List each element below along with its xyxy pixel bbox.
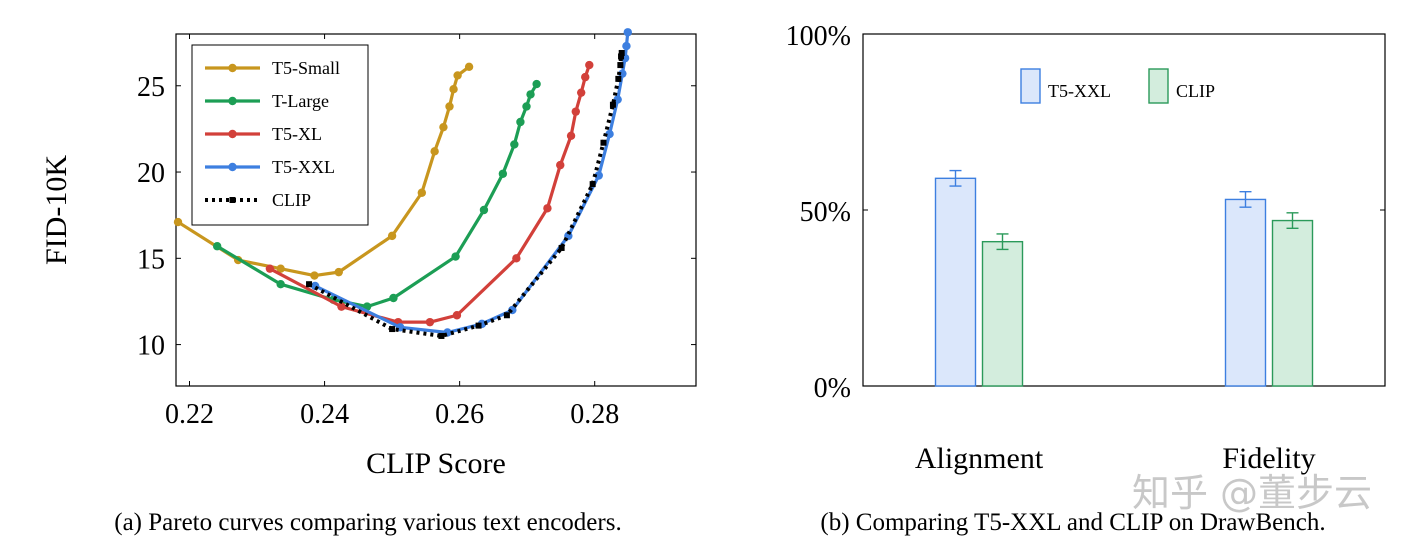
legend-label-t-large: T-Large <box>272 91 329 111</box>
pareto-y-tick-label: 15 <box>137 244 165 275</box>
pareto-point-t5-xl <box>543 204 552 213</box>
pareto-point-clip <box>503 312 510 319</box>
drawbench-category-label: Fidelity <box>1222 442 1315 475</box>
pareto-point-clip <box>558 244 565 251</box>
pareto-point-t-large <box>498 169 508 178</box>
legend-marker-t5-xl <box>228 129 237 139</box>
pareto-point-t5-small <box>276 264 285 273</box>
pareto-point-t5-small <box>453 71 462 80</box>
pareto-point-t5-xxl <box>622 41 631 51</box>
bar-t5-xxl-alignment <box>934 177 977 387</box>
drawbench-chart: 0% 50% 100% Alignment Fidelity T5-XXL CLIP <box>786 21 1386 475</box>
pareto-point-clip <box>438 332 445 339</box>
pareto-point-t5-xxl <box>623 28 632 37</box>
pareto-point-t5-small <box>387 231 397 241</box>
pareto-point-clip <box>306 281 313 288</box>
pareto-x-tick-label: 0.22 <box>165 399 214 430</box>
pareto-point-clip <box>617 62 624 69</box>
legend-marker-t5-small <box>228 63 237 73</box>
pareto-point-t5-xl <box>585 60 594 70</box>
pareto-point-clip <box>475 322 482 329</box>
drawbench-y-tick-label: 100% <box>786 21 851 52</box>
legend-label-clip: CLIP <box>1176 81 1215 101</box>
caption-a: (a) Pareto curves comparing various text… <box>114 509 621 536</box>
legend-label-t5-xl: T5-XL <box>272 124 322 144</box>
drawbench-legend: T5-XXL CLIP <box>1020 68 1215 104</box>
pareto-point-t5-small <box>439 122 448 132</box>
pareto-point-t5-xl <box>265 264 275 273</box>
pareto-series-layer <box>173 28 632 339</box>
legend-marker-t5-xxl <box>228 162 237 172</box>
bar-clip-alignment <box>981 240 1024 387</box>
legend-marker-clip <box>229 197 236 203</box>
legend-label-t5-small: T5-Small <box>272 58 340 78</box>
pareto-point-clip <box>618 53 625 60</box>
legend-label-clip: CLIP <box>272 190 311 210</box>
pareto-point-t5-xl <box>566 131 576 141</box>
pareto-point-t-large <box>516 117 525 127</box>
pareto-point-t-large <box>532 79 541 89</box>
pareto-point-t5-xl <box>425 317 435 327</box>
legend-label-t5-xxl: T5-XXL <box>1048 81 1111 101</box>
drawbench-axis-ticks: 0% 50% 100% <box>786 21 1385 404</box>
pareto-point-t5-small <box>173 217 183 227</box>
pareto-point-t5-xl <box>576 88 586 97</box>
legend-marker-t-large <box>228 96 237 106</box>
pareto-point-t5-xl <box>512 254 521 263</box>
drawbench-y-tick-label: 50% <box>800 197 851 228</box>
legend-swatch-t5-xxl <box>1020 68 1041 104</box>
pareto-point-t-large <box>479 205 489 215</box>
pareto-x-tick-label: 0.26 <box>435 399 484 430</box>
pareto-point-t5-xxl <box>594 171 603 180</box>
pareto-x-axis-title: CLIP Score <box>366 447 506 480</box>
pareto-plot-frame <box>175 33 697 387</box>
pareto-y-tick-label: 20 <box>137 158 165 189</box>
pareto-point-clip <box>600 139 607 146</box>
caption-b: (b) Comparing T5-XXL and CLIP on DrawBen… <box>820 509 1325 536</box>
pareto-point-clip <box>389 326 396 333</box>
pareto-y-axis-title: FID-10K <box>40 155 73 265</box>
pareto-point-t5-xl <box>337 302 346 311</box>
pareto-point-t5-xl <box>556 160 565 170</box>
pareto-point-t5-small <box>449 85 458 94</box>
legend-label-t5-xxl: T5-XXL <box>272 157 335 177</box>
pareto-point-t-large <box>510 140 519 149</box>
drawbench-category-label: Alignment <box>915 442 1044 475</box>
pareto-point-clip <box>615 75 622 82</box>
pareto-point-t5-xl <box>581 72 590 82</box>
bar-t5-xxl-fidelity <box>1224 198 1267 387</box>
pareto-point-t-large <box>389 293 398 303</box>
pareto-point-t-large <box>451 252 460 261</box>
pareto-point-t-large <box>276 279 285 289</box>
pareto-chart: 0.22 0.24 0.26 0.28 10 15 20 25 CLIP Score FID-… <box>40 28 697 480</box>
pareto-legend: T5-Small T-Large T5-XL T5-XXL CLIP <box>191 44 369 226</box>
pareto-x-tick-label: 0.28 <box>570 399 619 430</box>
pareto-point-t5-small <box>310 271 319 280</box>
pareto-point-clip <box>589 181 596 188</box>
pareto-point-t5-small <box>430 147 439 156</box>
pareto-point-t5-xxl <box>618 69 627 78</box>
bar-clip-fidelity <box>1271 219 1314 387</box>
pareto-point-t-large <box>212 242 222 251</box>
pareto-point-t-large <box>526 90 535 99</box>
pareto-y-tick-label: 10 <box>137 331 165 362</box>
legend-swatch-clip <box>1148 68 1169 104</box>
pareto-point-clip <box>618 49 625 56</box>
drawbench-y-tick-label: 0% <box>814 373 851 404</box>
pareto-point-t5-xxl <box>605 129 614 139</box>
pareto-point-t5-small <box>417 188 427 197</box>
pareto-point-t5-small <box>445 102 454 111</box>
pareto-point-t5-small <box>334 267 343 277</box>
pareto-point-t5-xl <box>452 311 462 320</box>
watermark-text: 知乎 @董步云 <box>1132 471 1372 515</box>
pareto-axis-ticks: 0.22 0.24 0.26 0.28 10 15 20 25 <box>137 34 696 430</box>
pareto-y-tick-label: 25 <box>137 72 165 103</box>
pareto-x-tick-label: 0.24 <box>300 399 349 430</box>
pareto-point-t-large <box>522 102 531 111</box>
pareto-point-clip <box>609 101 616 108</box>
pareto-point-t5-small <box>464 62 474 71</box>
pareto-point-t5-xl <box>571 107 580 116</box>
drawbench-bars: Alignment Fidelity <box>915 169 1316 475</box>
